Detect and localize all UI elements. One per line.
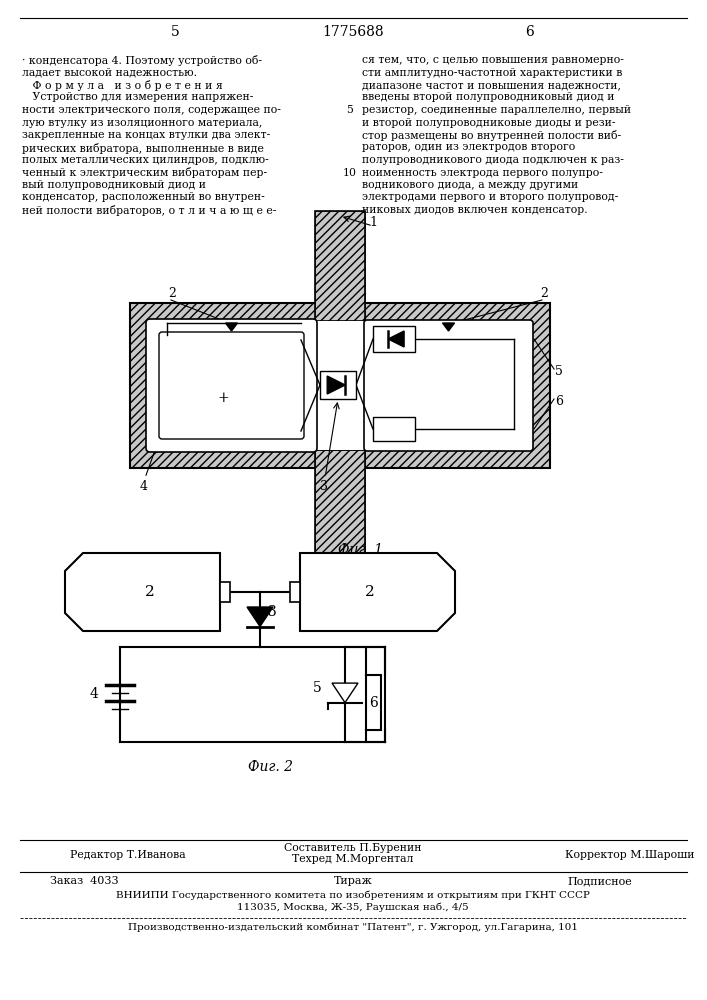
- Text: 5: 5: [346, 105, 354, 115]
- Text: лую втулку из изоляционного материала,: лую втулку из изоляционного материала,: [22, 117, 262, 127]
- Text: ВНИИПИ Государственного комитета по изобретениям и открытиям при ГКНТ СССР: ВНИИПИ Государственного комитета по изоб…: [116, 890, 590, 900]
- Text: 2: 2: [540, 287, 548, 300]
- Text: Составитель П.Буренин: Составитель П.Буренин: [284, 843, 422, 853]
- Text: 10: 10: [343, 167, 357, 178]
- Bar: [373, 417, 415, 441]
- Text: Заказ  4033: Заказ 4033: [50, 876, 119, 886]
- Bar: [290, 582, 300, 602]
- Text: 5: 5: [170, 25, 180, 39]
- FancyBboxPatch shape: [159, 332, 304, 439]
- Text: конденсатор, расположенный во внутрен-: конденсатор, расположенный во внутрен-: [22, 192, 264, 202]
- Text: 5: 5: [555, 365, 563, 378]
- Bar: [320, 371, 356, 399]
- Text: ноименность электрода первого полупро-: ноименность электрода первого полупро-: [362, 167, 603, 178]
- Text: и второй полупроводниковые диоды и рези-: и второй полупроводниковые диоды и рези-: [362, 117, 616, 127]
- Text: никовых диодов включен конденсатор.: никовых диодов включен конденсатор.: [362, 205, 588, 215]
- Polygon shape: [443, 323, 455, 331]
- Text: 4: 4: [140, 480, 148, 493]
- Text: 3: 3: [320, 480, 328, 493]
- Polygon shape: [226, 323, 238, 331]
- Text: ней полости вибраторов, о т л и ч а ю щ е е-: ней полости вибраторов, о т л и ч а ю щ …: [22, 205, 276, 216]
- Text: стор размещены во внутренней полости виб-: стор размещены во внутренней полости виб…: [362, 130, 621, 141]
- Text: 113035, Москва, Ж-35, Раушская наб., 4/5: 113035, Москва, Ж-35, Раушская наб., 4/5: [237, 902, 469, 912]
- Text: 2: 2: [365, 585, 375, 599]
- Text: раторов, один из электродов второго: раторов, один из электродов второго: [362, 142, 575, 152]
- Text: 6: 6: [555, 395, 563, 408]
- Polygon shape: [332, 683, 358, 703]
- Text: 6: 6: [525, 25, 534, 39]
- Text: Техред М.Моргентал: Техред М.Моргентал: [292, 854, 414, 864]
- Bar: [315, 211, 365, 321]
- Text: Корректор М.Шароши: Корректор М.Шароши: [566, 850, 695, 860]
- Text: 4: 4: [89, 688, 98, 702]
- Text: сти амплитудно-частотной характеристики в: сти амплитудно-частотной характеристики …: [362, 68, 622, 78]
- Bar: [130, 303, 550, 468]
- Text: 5: 5: [313, 681, 322, 695]
- Text: Производственно-издательский комбинат "Патент", г. Ужгород, ул.Гагарина, 101: Производственно-издательский комбинат "П…: [128, 923, 578, 932]
- Text: ся тем, что, с целью повышения равномерно-: ся тем, что, с целью повышения равномерн…: [362, 55, 624, 65]
- Bar: [220, 582, 230, 602]
- FancyBboxPatch shape: [146, 319, 317, 452]
- Polygon shape: [247, 607, 273, 626]
- Text: диапазоне частот и повышения надежности,: диапазоне частот и повышения надежности,: [362, 80, 621, 90]
- Text: резистор, соединенные параллелелно, первый: резистор, соединенные параллелелно, перв…: [362, 105, 631, 115]
- FancyBboxPatch shape: [364, 320, 533, 451]
- Text: Тираж: Тираж: [334, 876, 373, 886]
- Text: введены второй полупроводниковый диод и: введены второй полупроводниковый диод и: [362, 93, 614, 103]
- Text: +: +: [217, 391, 229, 405]
- Bar: [315, 321, 365, 450]
- Bar: [315, 211, 365, 321]
- Text: Фиг. 2: Фиг. 2: [247, 760, 293, 774]
- Text: 1775688: 1775688: [322, 25, 384, 39]
- Text: 2: 2: [146, 585, 155, 599]
- Bar: [315, 450, 365, 560]
- Text: закрепленные на концах втулки два элект-: закрепленные на концах втулки два элект-: [22, 130, 270, 140]
- Text: Фиг. 1: Фиг. 1: [337, 543, 382, 557]
- Text: полых металлических цилиндров, подклю-: полых металлических цилиндров, подклю-: [22, 155, 269, 165]
- Text: водникового диода, а между другими: водникового диода, а между другими: [362, 180, 578, 190]
- Polygon shape: [388, 331, 404, 347]
- Polygon shape: [300, 553, 455, 631]
- Text: рических вибратора, выполненные в виде: рических вибратора, выполненные в виде: [22, 142, 264, 153]
- Text: 6: 6: [369, 696, 378, 710]
- Text: Редактор Т.Иванова: Редактор Т.Иванова: [70, 850, 186, 860]
- Text: вый полупроводниковый диод и: вый полупроводниковый диод и: [22, 180, 206, 190]
- Bar: [130, 303, 550, 468]
- Text: 1: 1: [369, 216, 377, 229]
- Text: 2: 2: [168, 287, 176, 300]
- Text: Подписное: Подписное: [568, 876, 632, 886]
- Text: электродами первого и второго полупровод-: электродами первого и второго полупровод…: [362, 192, 618, 202]
- Text: полупроводникового диода подключен к раз-: полупроводникового диода подключен к раз…: [362, 155, 624, 165]
- Polygon shape: [65, 553, 220, 631]
- Bar: [373, 326, 415, 352]
- Text: 3: 3: [268, 605, 276, 619]
- Bar: [315, 450, 365, 560]
- Text: Устройство для измерения напряжен-: Устройство для измерения напряжен-: [22, 93, 253, 103]
- Bar: [366, 675, 381, 730]
- Text: ности электрического поля, содержащее по-: ности электрического поля, содержащее по…: [22, 105, 281, 115]
- Polygon shape: [327, 376, 345, 394]
- Text: ладает высокой надежностью.: ладает высокой надежностью.: [22, 68, 197, 78]
- Text: ченный к электрическим вибраторам пер-: ченный к электрическим вибраторам пер-: [22, 167, 267, 178]
- Bar: [148, 321, 532, 450]
- Text: · конденсатора 4. Поэтому устройство об-: · конденсатора 4. Поэтому устройство об-: [22, 55, 262, 66]
- Text: Ф о р м у л а   и з о б р е т е н и я: Ф о р м у л а и з о б р е т е н и я: [22, 80, 223, 91]
